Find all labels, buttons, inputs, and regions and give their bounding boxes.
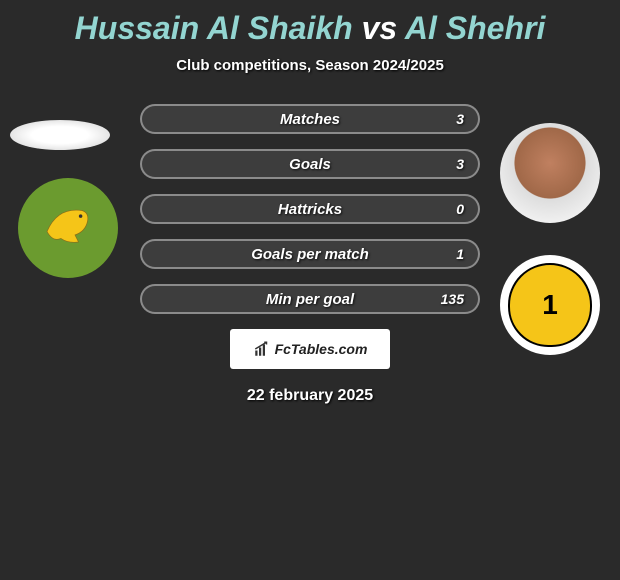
stat-value-right: 3 <box>456 156 464 172</box>
stat-label: Goals <box>289 156 331 173</box>
stat-row: Goals per match 1 <box>140 239 480 269</box>
vs-text: vs <box>362 10 398 46</box>
player2-name: Al Shehri <box>405 10 545 46</box>
stat-row: Hattricks 0 <box>140 194 480 224</box>
stat-label: Goals per match <box>251 246 369 263</box>
brand-badge: FcTables.com <box>230 329 390 369</box>
chart-icon <box>253 340 271 358</box>
stat-value-right: 3 <box>456 111 464 127</box>
comparison-title: Hussain Al Shaikh vs Al Shehri <box>0 0 620 47</box>
stat-value-right: 135 <box>441 291 464 307</box>
stat-label: Min per goal <box>266 291 354 308</box>
stat-label: Matches <box>280 111 340 128</box>
player1-name: Hussain Al Shaikh <box>75 10 353 46</box>
stat-row: Min per goal 135 <box>140 284 480 314</box>
stat-label: Hattricks <box>278 201 342 218</box>
subtitle: Club competitions, Season 2024/2025 <box>0 57 620 74</box>
stat-value-right: 1 <box>456 246 464 262</box>
brand-text: FcTables.com <box>275 341 368 357</box>
stat-row: Goals 3 <box>140 149 480 179</box>
stat-value-right: 0 <box>456 201 464 217</box>
footer-date: 22 february 2025 <box>0 387 620 405</box>
stats-list: Matches 3 Goals 3 Hattricks 0 Goals per … <box>0 104 620 314</box>
stat-row: Matches 3 <box>140 104 480 134</box>
